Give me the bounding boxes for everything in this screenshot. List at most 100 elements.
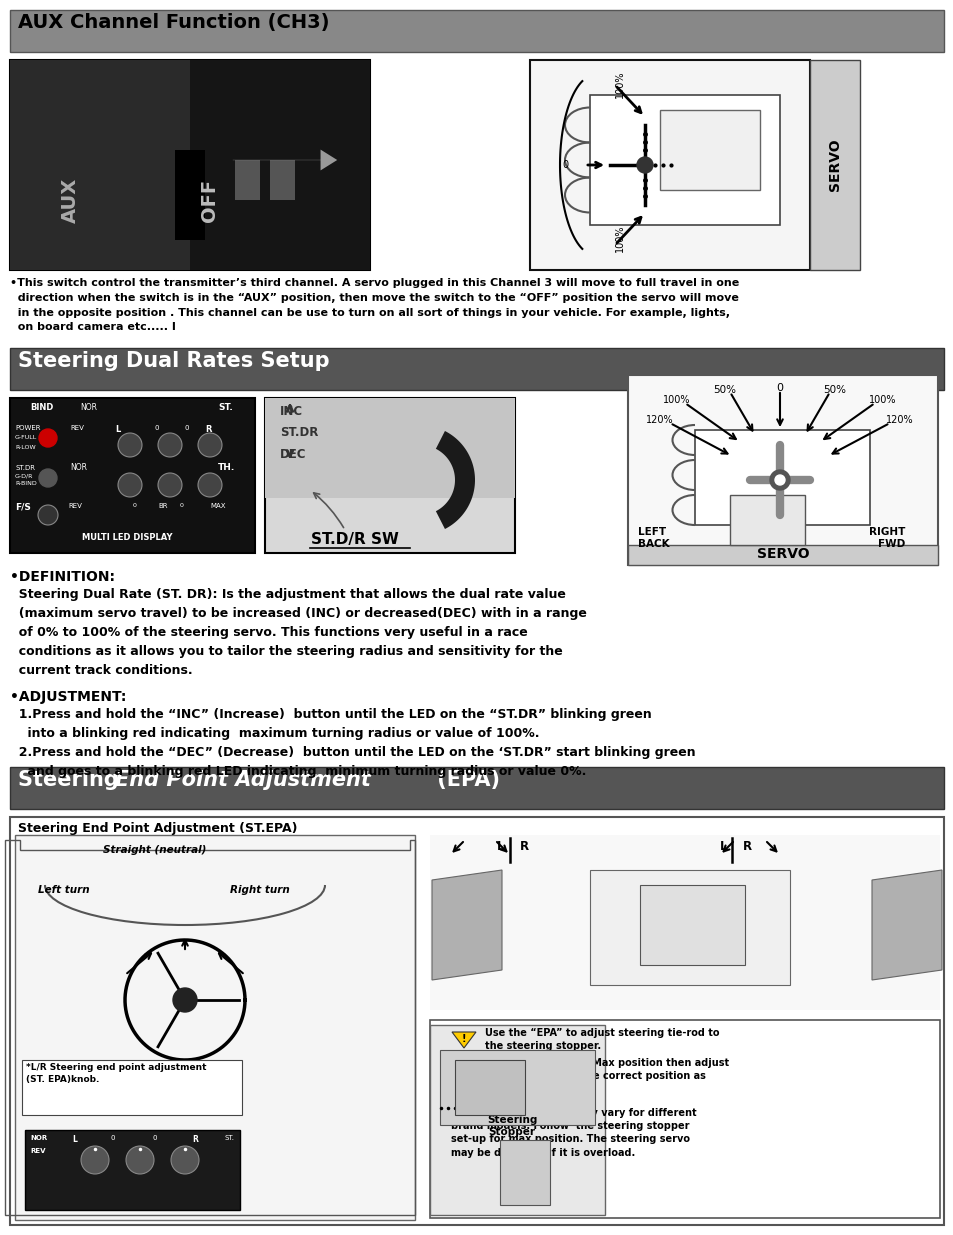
Text: L: L [497, 840, 504, 853]
Text: INC: INC [280, 405, 303, 417]
Text: NOR: NOR [70, 463, 87, 472]
Circle shape [158, 433, 182, 457]
Text: 0: 0 [154, 425, 159, 431]
Bar [639, 885, 744, 965]
Text: R-LOW: R-LOW [15, 445, 35, 450]
Text: 50%: 50% [713, 385, 736, 395]
Text: !: ! [461, 1034, 466, 1044]
Text: 0: 0 [561, 161, 567, 170]
Text: L: L [720, 840, 727, 853]
Bar [10, 348, 943, 390]
Circle shape [198, 473, 222, 496]
Text: 0: 0 [185, 425, 190, 431]
Bar [10, 61, 370, 270]
Text: BR: BR [158, 503, 168, 509]
Text: 1.Press and hold the “INC” (Increase)  button until the LED on the “ST.DR” blink: 1.Press and hold the “INC” (Increase) bu… [10, 708, 695, 778]
Text: R: R [742, 840, 751, 853]
Polygon shape [452, 1032, 476, 1049]
Circle shape [774, 475, 784, 485]
Text: ST.DR: ST.DR [280, 426, 318, 438]
Text: R: R [192, 1135, 197, 1144]
FancyArrowPatch shape [233, 149, 336, 170]
Text: Left turn: Left turn [38, 885, 90, 895]
Text: 0: 0 [111, 1135, 115, 1141]
Text: TH.: TH. [218, 463, 235, 472]
Text: Use the “EPA” to adjust steering tie-rod to
the steering stopper.: Use the “EPA” to adjust steering tie-rod… [484, 1028, 719, 1051]
Text: 0: 0 [152, 1135, 157, 1141]
Text: BIND: BIND [30, 403, 53, 412]
Circle shape [171, 1146, 199, 1174]
Circle shape [637, 157, 652, 173]
Polygon shape [432, 869, 501, 981]
Text: L: L [72, 1135, 77, 1144]
Bar [589, 869, 789, 986]
Bar [25, 1130, 240, 1210]
Text: Steering: Steering [18, 769, 126, 790]
Text: R: R [519, 840, 529, 853]
Bar [499, 1140, 550, 1205]
Text: Steering Dual Rate (ST. DR): Is the adjustment that allows the dual rate value
 : Steering Dual Rate (ST. DR): Is the adju… [10, 588, 586, 677]
Text: (EPA): (EPA) [430, 769, 499, 790]
Bar [190, 61, 370, 270]
Text: POWER: POWER [15, 425, 40, 431]
Bar [234, 161, 260, 200]
Text: 100%: 100% [868, 395, 896, 405]
Bar [729, 495, 804, 545]
Bar [530, 61, 809, 270]
Text: NOR: NOR [30, 1135, 48, 1141]
Text: *L/R Steering end point adjustment
(ST. EPA)knob.: *L/R Steering end point adjustment (ST. … [26, 1063, 206, 1084]
Text: REV: REV [70, 425, 84, 431]
Circle shape [38, 505, 58, 525]
Circle shape [126, 1146, 153, 1174]
Text: •This switch control the transmitter’s third channel. A servo plugged in this Ch: •This switch control the transmitter’s t… [10, 278, 739, 332]
Polygon shape [436, 431, 475, 529]
Bar [22, 1060, 242, 1115]
Text: Steering
Stopper: Steering Stopper [486, 1115, 537, 1137]
Text: ST.: ST. [218, 403, 233, 412]
Circle shape [118, 433, 142, 457]
Bar [10, 10, 943, 52]
Bar [627, 545, 937, 564]
Text: 120%: 120% [645, 415, 673, 425]
Bar [15, 835, 415, 1220]
Polygon shape [871, 869, 941, 981]
Text: End Point Adjustment: End Point Adjustment [115, 769, 371, 790]
Text: NOR: NOR [80, 403, 97, 412]
Bar [265, 398, 515, 553]
Bar [809, 61, 859, 270]
Bar [10, 767, 943, 809]
Text: R-BIND: R-BIND [15, 480, 37, 487]
Bar [265, 398, 515, 498]
Text: 100%: 100% [662, 395, 690, 405]
Text: G-D/R: G-D/R [15, 473, 33, 478]
Text: LEFT
BACK: LEFT BACK [638, 527, 669, 548]
Text: MULTI LED DISPLAY: MULTI LED DISPLAY [82, 534, 172, 542]
Bar [10, 818, 943, 1225]
Text: ST.: ST. [225, 1135, 234, 1141]
Text: Steering End Point Adjustment (ST.EPA): Steering End Point Adjustment (ST.EPA) [18, 823, 297, 835]
Text: 0: 0 [180, 503, 184, 508]
Text: 120%: 120% [885, 415, 913, 425]
Polygon shape [592, 876, 657, 986]
Circle shape [769, 471, 789, 490]
Circle shape [118, 473, 142, 496]
Circle shape [172, 988, 196, 1011]
Text: REV: REV [68, 503, 82, 509]
Bar [430, 1020, 939, 1218]
Text: MAX: MAX [210, 503, 225, 509]
Text: AUX: AUX [60, 178, 79, 222]
Circle shape [81, 1146, 109, 1174]
Bar [627, 375, 937, 564]
Text: SERVO: SERVO [756, 547, 808, 561]
Text: DEC: DEC [280, 448, 306, 461]
Polygon shape [711, 876, 776, 986]
Bar [695, 430, 869, 525]
Bar [10, 398, 254, 553]
Text: R: R [205, 425, 212, 433]
Text: Right turn: Right turn [230, 885, 290, 895]
Text: OFF: OFF [200, 178, 219, 221]
Circle shape [39, 469, 57, 487]
Bar [270, 161, 294, 200]
Text: *The steering stopper may vary for different
brand models. Follow  the steering : *The steering stopper may vary for diffe… [451, 1108, 696, 1157]
Text: G-FULL: G-FULL [15, 435, 37, 440]
